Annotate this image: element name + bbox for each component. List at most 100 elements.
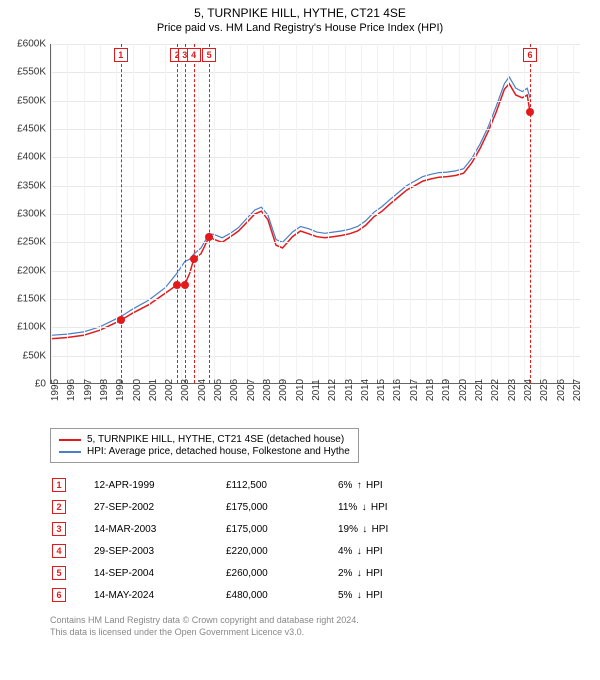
grid-v: [67, 44, 68, 383]
y-tick-label: £0: [35, 379, 46, 390]
x-tick-label: 2002: [164, 379, 175, 401]
event-diff: 11% ↓ HPI: [338, 497, 428, 517]
event-date: 14-SEP-2004: [94, 563, 224, 583]
y-tick-label: £150K: [17, 294, 46, 305]
event-dot: [205, 233, 213, 241]
x-tick-label: 2026: [556, 379, 567, 401]
footnote: Contains HM Land Registry data © Crown c…: [50, 615, 592, 638]
grid-h: [51, 157, 580, 158]
x-tick-label: 2013: [344, 379, 355, 401]
grid-h: [51, 214, 580, 215]
event-dot: [181, 281, 189, 289]
event-index-box: 6: [52, 588, 66, 602]
events-table-row: 227-SEP-2002£175,00011% ↓ HPI: [52, 497, 428, 517]
event-marker-label: 4: [187, 48, 201, 62]
event-index-box: 5: [52, 566, 66, 580]
grid-v: [133, 44, 134, 383]
y-tick-label: £600K: [17, 39, 46, 50]
x-tick-label: 2014: [360, 379, 371, 401]
chart-title: 5, TURNPIKE HILL, HYTHE, CT21 4SE: [8, 6, 592, 20]
grid-h: [51, 242, 580, 243]
event-price: £480,000: [226, 585, 336, 605]
x-tick-label: 2007: [246, 379, 257, 401]
x-tick-label: 1998: [99, 379, 110, 401]
event-index-box: 4: [52, 544, 66, 558]
grid-v: [230, 44, 231, 383]
x-tick-label: 2006: [229, 379, 240, 401]
chart-area: £0£50K£100K£150K£200K£250K£300K£350K£400…: [8, 44, 592, 384]
legend-item: 5, TURNPIKE HILL, HYTHE, CT21 4SE (detac…: [59, 434, 350, 445]
grid-v: [247, 44, 248, 383]
x-tick-label: 2017: [409, 379, 420, 401]
event-marker-label: 5: [202, 48, 216, 62]
event-diff: 5% ↓ HPI: [338, 585, 428, 605]
event-marker-line: [194, 44, 195, 383]
grid-v: [377, 44, 378, 383]
event-diff: 2% ↓ HPI: [338, 563, 428, 583]
grid-h: [51, 356, 580, 357]
grid-v: [263, 44, 264, 383]
x-tick-label: 1999: [115, 379, 126, 401]
x-tick-label: 2021: [474, 379, 485, 401]
x-tick-label: 2027: [572, 379, 583, 401]
grid-v: [442, 44, 443, 383]
y-axis: £0£50K£100K£150K£200K£250K£300K£350K£400…: [8, 44, 50, 384]
x-tick-label: 1996: [66, 379, 77, 401]
grid-v: [149, 44, 150, 383]
y-tick-label: £300K: [17, 209, 46, 220]
x-tick-label: 1997: [83, 379, 94, 401]
x-tick-label: 2016: [392, 379, 403, 401]
y-tick-label: £450K: [17, 124, 46, 135]
grid-v: [508, 44, 509, 383]
y-tick-label: £500K: [17, 95, 46, 106]
y-tick-label: £50K: [23, 350, 46, 361]
grid-v: [296, 44, 297, 383]
event-price: £260,000: [226, 563, 336, 583]
grid-h: [51, 72, 580, 73]
legend-swatch: [59, 451, 81, 453]
event-index-box: 3: [52, 522, 66, 536]
grid-v: [573, 44, 574, 383]
event-marker-line: [177, 44, 178, 383]
events-table-row: 5 14-SEP-2004£260,0002% ↓ HPI: [52, 563, 428, 583]
y-tick-label: £100K: [17, 322, 46, 333]
grid-h: [51, 299, 580, 300]
grid-v: [198, 44, 199, 383]
x-tick-label: 2011: [311, 379, 322, 401]
event-marker-line: [530, 44, 531, 383]
event-price: £175,000: [226, 497, 336, 517]
page-root: 5, TURNPIKE HILL, HYTHE, CT21 4SE Price …: [0, 0, 600, 680]
grid-h: [51, 186, 580, 187]
grid-v: [312, 44, 313, 383]
grid-v: [491, 44, 492, 383]
x-tick-label: 2001: [148, 379, 159, 401]
grid-v: [540, 44, 541, 383]
event-date: 12-APR-1999: [94, 475, 224, 495]
event-marker-line: [185, 44, 186, 383]
grid-v: [426, 44, 427, 383]
grid-v: [475, 44, 476, 383]
grid-h: [51, 129, 580, 130]
x-tick-label: 2020: [458, 379, 469, 401]
grid-v: [214, 44, 215, 383]
x-tick-label: 2025: [539, 379, 550, 401]
grid-v: [100, 44, 101, 383]
y-tick-label: £250K: [17, 237, 46, 248]
x-tick-label: 2008: [262, 379, 273, 401]
grid-v: [524, 44, 525, 383]
x-tick-label: 1995: [50, 379, 61, 401]
event-index-box: 1: [52, 478, 66, 492]
event-price: £175,000: [226, 519, 336, 539]
event-price: £220,000: [226, 541, 336, 561]
events-table-row: 314-MAR-2003£175,00019% ↓ HPI: [52, 519, 428, 539]
x-tick-label: 2019: [441, 379, 452, 401]
legend-box: 5, TURNPIKE HILL, HYTHE, CT21 4SE (detac…: [50, 428, 359, 463]
x-tick-label: 2000: [132, 379, 143, 401]
event-date: 27-SEP-2002: [94, 497, 224, 517]
grid-v: [51, 44, 52, 383]
grid-v: [393, 44, 394, 383]
x-tick-label: 2012: [327, 379, 338, 401]
events-table: 112-APR-1999£112,5006% ↑ HPI227-SEP-2002…: [50, 473, 430, 607]
grid-h: [51, 101, 580, 102]
grid-v: [557, 44, 558, 383]
